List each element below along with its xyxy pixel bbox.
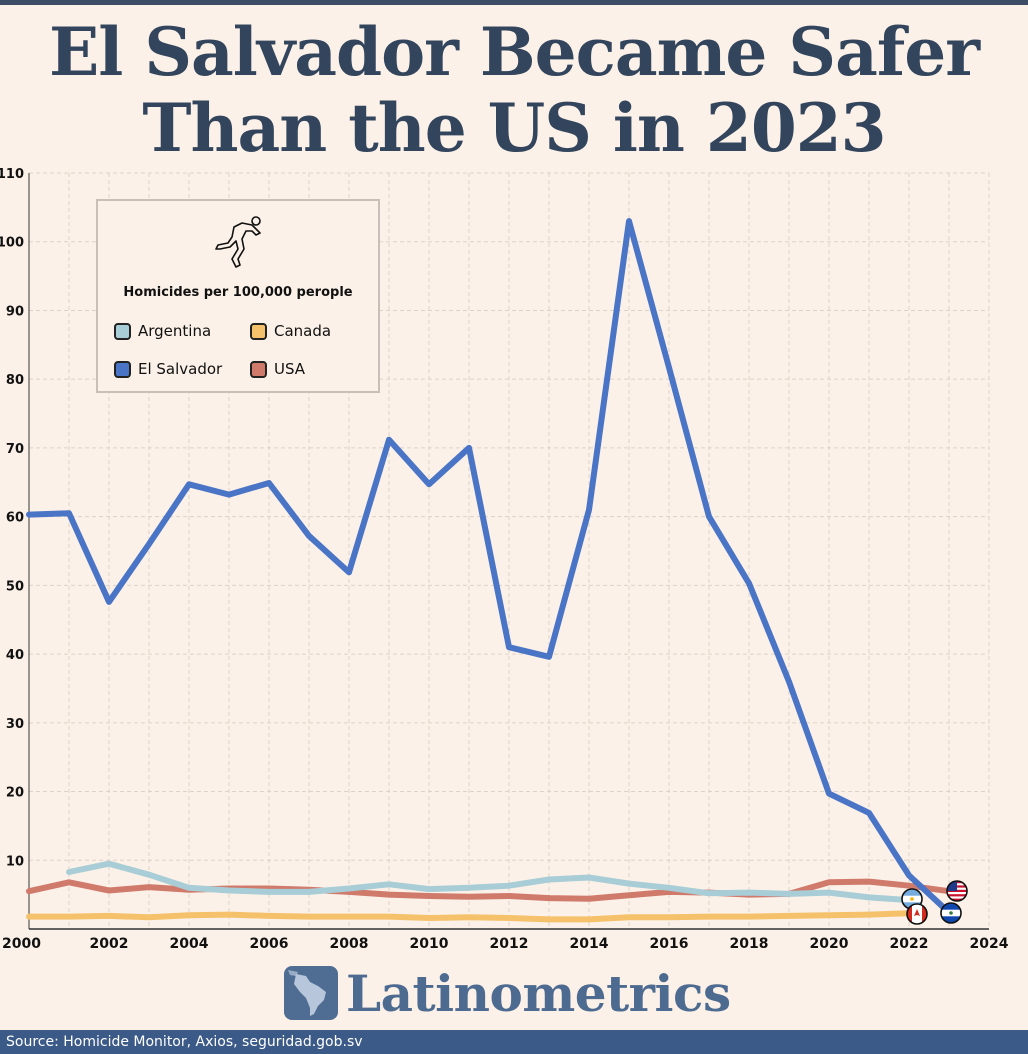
source-text: Source: Homicide Monitor, Axios, segurid… bbox=[6, 1034, 363, 1050]
chart-title: El Salvador Became Safer Than the US in … bbox=[0, 14, 1028, 166]
series-line-canada bbox=[26, 910, 912, 923]
usa-flag-icon bbox=[946, 880, 968, 902]
source-footer: Source: Homicide Monitor, Axios, segurid… bbox=[0, 1030, 1028, 1054]
y-tick-label: 30 bbox=[6, 717, 24, 732]
series-line-el-salvador bbox=[26, 218, 952, 916]
chart-series bbox=[26, 218, 952, 923]
x-tick-label: 2002 bbox=[90, 936, 129, 952]
y-tick-label: 50 bbox=[6, 579, 24, 594]
legend-label-usa: USA bbox=[274, 360, 306, 378]
chart-title-line-1: El Salvador Became Safer bbox=[48, 13, 980, 91]
x-tick-label: 2004 bbox=[170, 936, 209, 952]
brand-logo-lockup: Latinometrics bbox=[284, 963, 731, 1023]
x-tick-label: 2014 bbox=[570, 936, 609, 952]
y-tick-label: 20 bbox=[6, 786, 24, 801]
legend-swatch-canada bbox=[250, 322, 267, 340]
legend-item-el-salvador: El Salvador bbox=[114, 360, 222, 378]
series-line-argentina bbox=[66, 860, 912, 904]
latin-america-map-icon bbox=[284, 966, 338, 1020]
legend-item-canada: Canada bbox=[250, 322, 331, 340]
legend-label-el-salvador: El Salvador bbox=[138, 360, 223, 378]
y-tick-label: 110 bbox=[0, 167, 24, 182]
legend-label-argentina: Argentina bbox=[138, 322, 212, 340]
y-tick-label: 80 bbox=[6, 373, 24, 388]
x-tick-label: 2010 bbox=[410, 936, 449, 952]
top-accent-bar bbox=[0, 0, 1028, 5]
legend-item-argentina: Argentina bbox=[114, 322, 211, 340]
chart-axes: 10 20 30 40 50 60 70 80 90 100 110 2000 2002 2004 2006… bbox=[0, 167, 1009, 952]
y-tick-label: 60 bbox=[6, 511, 24, 526]
legend-label-canada: Canada bbox=[274, 322, 332, 340]
y-tick-label: 70 bbox=[6, 442, 24, 457]
y-tick-label: 40 bbox=[6, 648, 24, 663]
x-tick-label: 2024 bbox=[970, 936, 1009, 952]
legend-item-usa: USA bbox=[250, 360, 305, 378]
y-tick-label: 10 bbox=[6, 854, 24, 869]
chart-legend: Homicides per 100,000 perople Argentina … bbox=[96, 199, 380, 393]
chart-end-flags bbox=[901, 880, 968, 925]
x-tick-label: 2020 bbox=[810, 936, 849, 952]
el-salvador-flag-icon bbox=[940, 902, 962, 924]
legend-swatch-argentina bbox=[114, 322, 131, 340]
x-tick-label: 2022 bbox=[890, 936, 929, 952]
legend-swatch-usa bbox=[250, 360, 267, 378]
canada-flag-icon bbox=[906, 903, 928, 925]
x-tick-label: 2006 bbox=[250, 936, 289, 952]
legend-title: Homicides per 100,000 perople bbox=[123, 285, 353, 300]
legend-swatch-el-salvador bbox=[114, 360, 131, 378]
x-tick-label: 2000 bbox=[2, 936, 41, 952]
x-tick-label: 2018 bbox=[730, 936, 769, 952]
chart-title-line-2: Than the US in 2023 bbox=[142, 89, 886, 167]
chalk-outline-body-icon bbox=[215, 216, 261, 268]
x-tick-label: 2008 bbox=[330, 936, 369, 952]
x-tick-label: 2016 bbox=[650, 936, 689, 952]
brand-name: Latinometrics bbox=[346, 963, 731, 1023]
y-tick-label: 100 bbox=[0, 236, 24, 251]
y-tick-label: 90 bbox=[6, 304, 24, 319]
x-tick-label: 2012 bbox=[490, 936, 529, 952]
